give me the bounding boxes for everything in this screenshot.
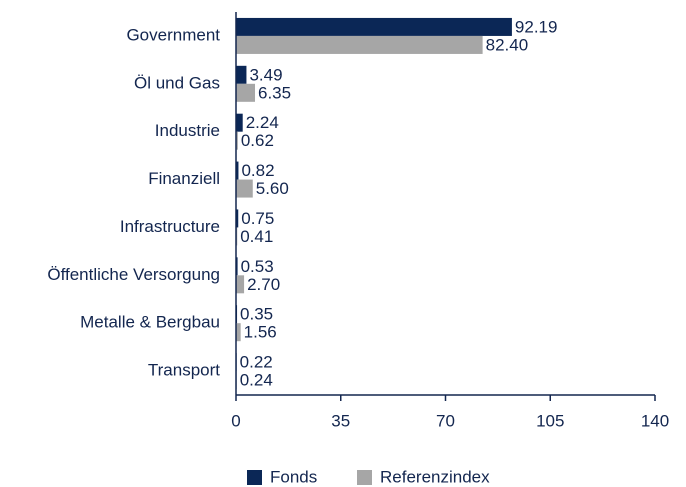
value-label: 5.60 — [256, 179, 289, 198]
value-label: 92.19 — [515, 17, 558, 36]
category-label: Industrie — [155, 121, 220, 140]
bar — [236, 209, 239, 228]
category-label: Metalle & Bergbau — [80, 313, 220, 332]
bar — [236, 257, 238, 276]
bar — [236, 275, 245, 294]
value-label: 3.49 — [249, 65, 282, 84]
bar — [236, 17, 512, 36]
bar — [236, 113, 243, 132]
legend-label: Fonds — [270, 467, 317, 486]
category-label: Öffentliche Versorgung — [47, 265, 220, 284]
value-label: 2.70 — [247, 275, 280, 294]
bar — [236, 65, 247, 84]
value-label: 0.53 — [241, 257, 274, 276]
x-tick-label: 35 — [331, 411, 350, 430]
value-label: 0.22 — [240, 353, 273, 372]
value-label: 0.24 — [240, 371, 273, 390]
x-tick-label: 70 — [436, 411, 455, 430]
bar — [236, 83, 256, 102]
value-label: 2.24 — [246, 113, 279, 132]
category-label: Government — [126, 25, 220, 44]
value-label: 0.82 — [241, 161, 274, 180]
value-label: 6.35 — [258, 83, 291, 102]
legend-label: Referenzindex — [380, 467, 490, 486]
value-label: 0.35 — [240, 305, 273, 324]
category-label: Transport — [148, 361, 220, 380]
value-label: 0.41 — [240, 227, 273, 246]
bar — [236, 323, 241, 342]
value-label: 0.75 — [241, 209, 274, 228]
category-label: Infrastructure — [120, 217, 220, 236]
bar — [236, 161, 239, 180]
value-label: 1.56 — [244, 323, 277, 342]
bar — [236, 131, 238, 150]
legend-swatch — [247, 470, 262, 485]
x-tick-label: 105 — [536, 411, 564, 430]
x-tick-label: 140 — [641, 411, 669, 430]
bar — [236, 179, 253, 198]
legend-swatch — [357, 470, 372, 485]
x-tick-label: 0 — [231, 411, 240, 430]
value-label: 82.40 — [486, 35, 529, 54]
value-label: 0.62 — [241, 131, 274, 150]
category-label: Finanziell — [148, 169, 220, 188]
category-label: Öl und Gas — [134, 73, 220, 92]
bar — [236, 35, 483, 54]
